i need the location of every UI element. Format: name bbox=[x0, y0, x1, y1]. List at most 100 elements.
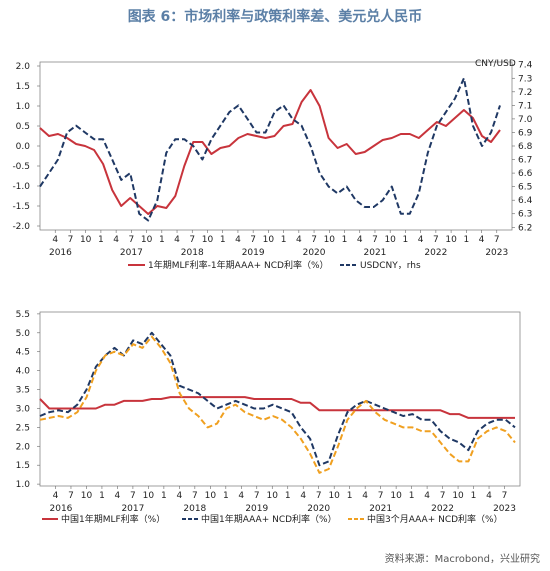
x-tick-label: 4 bbox=[113, 235, 119, 245]
x-tick-label: 7 bbox=[316, 491, 322, 501]
left-axis-tick-label: 5.0 bbox=[16, 329, 31, 339]
x-year-label: 2020 bbox=[307, 504, 330, 514]
x-tick-label: 4 bbox=[300, 491, 306, 501]
chart-1-series-group bbox=[39, 77, 501, 222]
left-axis-tick-label: 3.0 bbox=[16, 404, 31, 414]
x-tick-label: 1 bbox=[223, 491, 229, 501]
x-tick-label: 1 bbox=[159, 235, 165, 245]
x-tick-label: 10 bbox=[267, 491, 279, 501]
right-axis-tick-label: 7.1 bbox=[518, 101, 532, 111]
x-tick-label: 1 bbox=[347, 491, 353, 501]
left-axis-tick-label: 1.0 bbox=[16, 480, 31, 490]
chart-2-y-axis: 5.5 5.0 4.5 4.0 3.5 3.0 2.5 2.0 1.5 1.0 bbox=[16, 310, 40, 490]
right-axis-tick-label: 7.3 bbox=[518, 74, 532, 84]
left-axis-tick-label: 2.5 bbox=[16, 423, 30, 433]
x-tick-label: 1 bbox=[463, 235, 469, 245]
x-tick-label: 4 bbox=[296, 235, 302, 245]
legend-label-usdcny: USDCNY，rhs bbox=[360, 261, 421, 271]
left-axis-tick-label: -1.0 bbox=[12, 182, 30, 192]
x-tick-label: 10 bbox=[205, 491, 217, 501]
left-axis-tick-label: 0.0 bbox=[16, 142, 31, 152]
x-tick-label: 7 bbox=[378, 491, 384, 501]
x-tick-label: 1 bbox=[285, 491, 291, 501]
chart-1-right-axis-label: CNY/USD bbox=[475, 59, 516, 69]
right-axis-tick-label: 6.4 bbox=[518, 196, 533, 206]
x-tick-label: 1 bbox=[220, 235, 226, 245]
left-axis-tick-label: 4.5 bbox=[16, 348, 30, 358]
chart-1: 2.01.51.00.50.0-0.5-1.0-1.5-2.0 7.4 7.3 7.… bbox=[12, 59, 532, 271]
x-tick-label: 10 bbox=[390, 491, 402, 501]
x-tick-label: 7 bbox=[372, 235, 378, 245]
chart-1-legend: 1年期MLF利率-1年期AAA+ NCD利率（%） USDCNY，rhs bbox=[128, 259, 421, 271]
x-tick-label: 7 bbox=[192, 491, 198, 501]
chart-1-plot-frame bbox=[39, 61, 513, 231]
x-tick-label: 10 bbox=[384, 235, 396, 245]
x-tick-label: 4 bbox=[479, 235, 485, 245]
x-tick-label: 4 bbox=[52, 235, 58, 245]
x-tick-label: 4 bbox=[176, 491, 182, 501]
x-tick-label: 4 bbox=[235, 235, 241, 245]
right-axis-tick-label: 6.3 bbox=[518, 210, 532, 220]
x-year-label: 2017 bbox=[120, 248, 143, 258]
chart-1-left-axis: 2.0 1.5 1.0 0.5 0.0 -0.5 -1.0 -1.5 -2.0 bbox=[12, 62, 40, 232]
x-tick-label: 10 bbox=[80, 235, 92, 245]
left-axis-tick-label: 1.5 bbox=[16, 461, 30, 471]
x-year-label: 2023 bbox=[493, 504, 516, 514]
right-axis-tick-label: 7.4 bbox=[518, 61, 533, 71]
x-tick-label: 1 bbox=[281, 235, 287, 245]
x-tick-label: 7 bbox=[311, 235, 317, 245]
chart-2-series-group bbox=[39, 331, 516, 474]
x-tick-label: 7 bbox=[128, 235, 134, 245]
x-year-label: 2021 bbox=[364, 248, 387, 258]
x-tick-label: 10 bbox=[445, 235, 457, 245]
legend-label-ncd-3m: 中国3个月AAA+ NCD利率（%） bbox=[367, 513, 503, 525]
series-line-1 bbox=[39, 331, 516, 467]
x-tick-label: 10 bbox=[141, 235, 153, 245]
left-axis-tick-label: 1.0 bbox=[16, 102, 31, 112]
x-tick-label: 1 bbox=[98, 235, 104, 245]
x-year-label: 2016 bbox=[49, 248, 72, 258]
x-tick-label: 7 bbox=[189, 235, 195, 245]
x-tick-label: 7 bbox=[494, 235, 500, 245]
left-axis-tick-label: 2.0 bbox=[16, 442, 31, 452]
x-tick-label: 7 bbox=[68, 491, 74, 501]
legend-label-mlf-rate: 中国1年期MLF利率（%） bbox=[61, 513, 165, 525]
x-tick-label: 10 bbox=[143, 491, 155, 501]
x-tick-label: 1 bbox=[99, 491, 105, 501]
x-year-label: 2016 bbox=[50, 504, 73, 514]
figure-title: 图表 6：市场利率与政策利率差、美元兑人民币 bbox=[127, 9, 423, 25]
chart-2-x-axis: 4 7 10 1 4 7 10 1 4 7 10 1 4 7 10 1 4 7 10 1 4 7 10 1 4 7 10 1 4 7201… bbox=[50, 486, 516, 514]
left-axis-tick-label: 4.0 bbox=[16, 367, 31, 377]
x-tick-label: 7 bbox=[68, 235, 74, 245]
series-line-0 bbox=[39, 89, 501, 215]
x-year-label: 2021 bbox=[369, 504, 392, 514]
x-tick-label: 10 bbox=[452, 491, 464, 501]
chart-1-x-axis: 4 7 10 1 4 7 10 1 4 7 10 1 4 7 10 1 4 7 10 1 4 7 10 1 4 7 10 1 4 7201… bbox=[49, 230, 508, 258]
chart-2-legend: 中国1年期MLF利率（%） 中国1年期AAA+ NCD利率（%） 中国3个月AA… bbox=[42, 513, 503, 525]
x-tick-label: 1 bbox=[471, 491, 477, 501]
series-line-2 bbox=[39, 335, 516, 474]
x-tick-label: 1 bbox=[342, 235, 348, 245]
chart-1-right-axis: 7.4 7.3 7.2 7.1 7.0 6.9 6.8 6.7 6.6 6.5 6.4 6.3 6.2 bbox=[512, 61, 533, 233]
x-year-label: 2022 bbox=[431, 504, 454, 514]
right-axis-tick-label: 6.9 bbox=[518, 128, 533, 138]
x-tick-label: 10 bbox=[202, 235, 214, 245]
right-axis-tick-label: 6.8 bbox=[518, 142, 533, 152]
x-tick-label: 4 bbox=[424, 491, 430, 501]
series-line-1 bbox=[39, 77, 501, 222]
x-year-label: 2018 bbox=[183, 504, 206, 514]
x-year-label: 2020 bbox=[303, 248, 326, 258]
x-year-label: 2023 bbox=[485, 248, 508, 258]
right-axis-tick-label: 6.5 bbox=[518, 183, 532, 193]
x-tick-label: 4 bbox=[362, 491, 368, 501]
x-tick-label: 10 bbox=[263, 235, 275, 245]
x-tick-label: 1 bbox=[409, 491, 415, 501]
left-axis-tick-label: 3.5 bbox=[16, 386, 30, 396]
x-tick-label: 7 bbox=[130, 491, 136, 501]
x-tick-label: 7 bbox=[254, 491, 260, 501]
x-tick-label: 10 bbox=[81, 491, 93, 501]
left-axis-tick-label: -2.0 bbox=[12, 222, 30, 232]
legend-label-mlf-spread: 1年期MLF利率-1年期AAA+ NCD利率（%） bbox=[148, 259, 329, 271]
x-tick-label: 4 bbox=[174, 235, 180, 245]
x-year-label: 2019 bbox=[245, 504, 268, 514]
